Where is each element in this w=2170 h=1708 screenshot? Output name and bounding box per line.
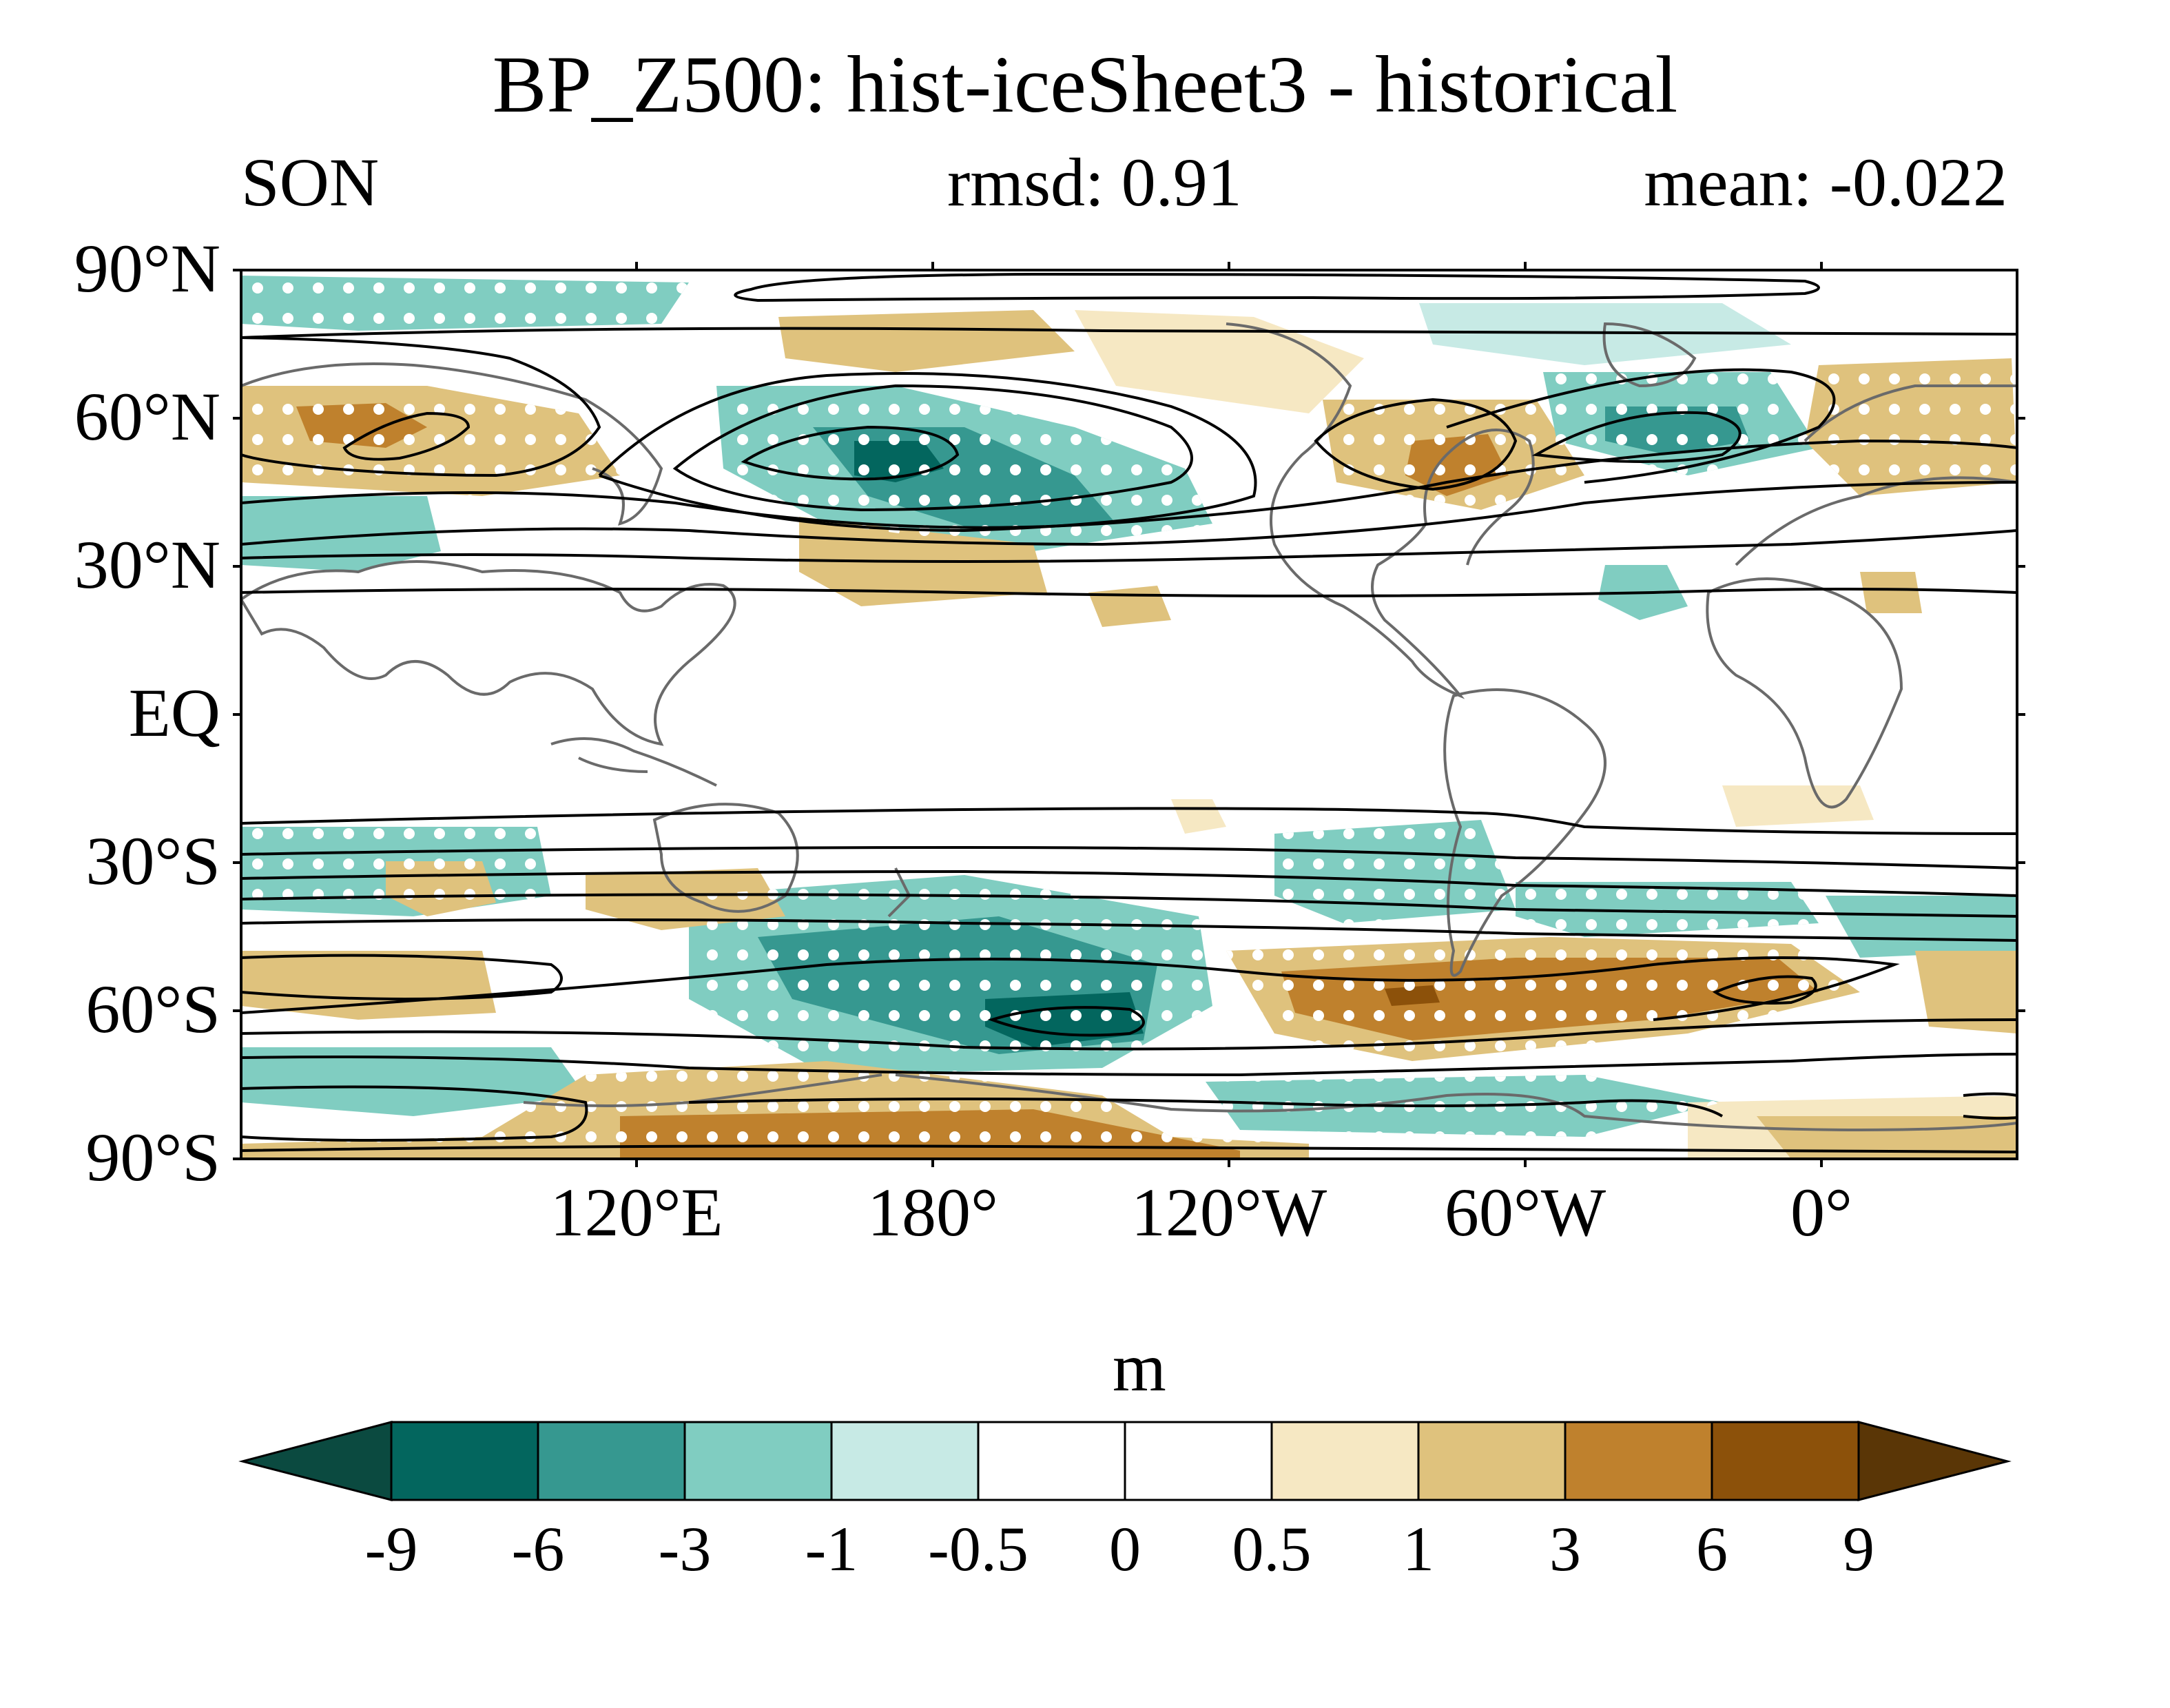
anomaly-region bbox=[241, 496, 441, 572]
map-title: BP_Z500: hist-iceSheet3 - historical bbox=[492, 39, 1678, 130]
mean-label: mean: -0.022 bbox=[1644, 144, 2007, 220]
contour-line bbox=[342, 411, 471, 461]
map-panel bbox=[241, 270, 2017, 1159]
colorbar-swatch bbox=[1857, 1421, 2012, 1501]
rmsd-label: rmsd: 0.91 bbox=[947, 144, 1242, 220]
contour-line bbox=[241, 327, 2017, 339]
lat-label: 90°N bbox=[74, 230, 220, 307]
colorbar-swatch bbox=[238, 1421, 393, 1501]
contour-line bbox=[598, 372, 1257, 533]
contour-line bbox=[241, 956, 1900, 1021]
colorbar-swatch bbox=[683, 1421, 833, 1501]
colorbar-swatch bbox=[1270, 1421, 1420, 1501]
contour-line bbox=[734, 272, 1820, 302]
coastline bbox=[241, 560, 736, 746]
contour-line bbox=[241, 870, 2017, 897]
contour-line bbox=[741, 425, 960, 481]
contour-line bbox=[241, 1053, 2017, 1077]
lat-label: EQ bbox=[128, 675, 220, 751]
colorbar-tick-label: -6 bbox=[511, 1514, 565, 1584]
contour-line bbox=[241, 1018, 2017, 1051]
anomaly-region bbox=[1915, 951, 2017, 1033]
colorbar-tick-label: -9 bbox=[364, 1514, 418, 1584]
map-frame bbox=[233, 262, 2025, 1167]
coastline bbox=[550, 737, 717, 787]
colorbar-tick-label: 0.5 bbox=[1232, 1514, 1312, 1584]
colorbar bbox=[238, 1421, 2012, 1501]
anomaly-region bbox=[1088, 586, 1171, 627]
anomaly-region bbox=[1722, 785, 1874, 827]
anomaly-region bbox=[1860, 572, 1922, 613]
contour-line bbox=[241, 529, 2017, 563]
contour-line bbox=[241, 336, 601, 477]
colorbar-swatch bbox=[537, 1421, 686, 1501]
colorbar-tick-label: 3 bbox=[1549, 1514, 1581, 1584]
colorbar-swatch bbox=[1711, 1421, 1860, 1501]
contour-line bbox=[1963, 1092, 2017, 1120]
contour-line bbox=[1314, 398, 1518, 491]
colorbar-tick-label: -3 bbox=[658, 1514, 712, 1584]
lat-label: 60°N bbox=[74, 378, 220, 455]
anomaly-region bbox=[241, 951, 496, 1020]
lat-label: 90°S bbox=[85, 1119, 220, 1195]
contour-line bbox=[241, 893, 2017, 918]
anomaly-region bbox=[1075, 310, 1364, 413]
colorbar-swatch bbox=[1417, 1421, 1567, 1501]
colorbar-swatch bbox=[830, 1421, 980, 1501]
lat-label: 60°S bbox=[85, 971, 220, 1047]
contour-line bbox=[1712, 975, 1817, 1005]
contour-line bbox=[1531, 411, 1742, 463]
colorbar-swatch bbox=[977, 1421, 1126, 1501]
colorbar-swatch bbox=[390, 1421, 539, 1501]
contour-line bbox=[688, 1098, 1724, 1118]
colorbar-tick-label: -0.5 bbox=[928, 1514, 1029, 1584]
coastline bbox=[241, 362, 663, 526]
coastline bbox=[1706, 577, 1903, 809]
lon-label: 120°E bbox=[550, 1174, 723, 1251]
lon-label: 120°W bbox=[1130, 1174, 1327, 1251]
contour-line bbox=[241, 807, 2017, 835]
colorbar-swatch bbox=[1564, 1421, 1713, 1501]
coastline bbox=[1735, 384, 2017, 566]
lon-label: 0° bbox=[1790, 1174, 1852, 1251]
anomaly-region bbox=[241, 1047, 586, 1116]
lat-label: 30°S bbox=[85, 823, 220, 899]
contour-line bbox=[241, 845, 2017, 870]
contour-line bbox=[987, 1006, 1145, 1037]
contour-line bbox=[241, 588, 2017, 597]
contour-line bbox=[241, 1085, 588, 1142]
contour-line bbox=[241, 1144, 2017, 1153]
contour-line bbox=[241, 954, 563, 1000]
contour-line bbox=[672, 384, 1193, 512]
colorbar-unit: m bbox=[1113, 1329, 1166, 1406]
contour-line bbox=[241, 918, 2017, 942]
coastline bbox=[1602, 322, 1697, 388]
lat-label: 30°N bbox=[74, 526, 220, 603]
tick-marks bbox=[233, 262, 2025, 1167]
contour-line bbox=[241, 439, 2017, 529]
coastline bbox=[1443, 688, 1606, 977]
colorbar-tick-label: 9 bbox=[1843, 1514, 1874, 1584]
contour-line bbox=[1446, 368, 1836, 484]
colorbar-tick-label: 0 bbox=[1109, 1514, 1141, 1584]
anomaly-region bbox=[778, 310, 1075, 372]
lon-label: 180° bbox=[867, 1174, 998, 1251]
colorbar-swatch bbox=[1124, 1421, 1273, 1501]
colorbar-tick-label: 1 bbox=[1403, 1514, 1434, 1584]
anomaly-region bbox=[1826, 896, 2017, 958]
contour-line bbox=[241, 481, 2017, 546]
colorbar-tick-label: -1 bbox=[805, 1514, 858, 1584]
climatology-contours bbox=[241, 272, 2017, 1153]
colorbar-tick-label: 6 bbox=[1696, 1514, 1728, 1584]
lon-label: 60°W bbox=[1444, 1174, 1606, 1251]
season-label: SON bbox=[241, 144, 380, 220]
